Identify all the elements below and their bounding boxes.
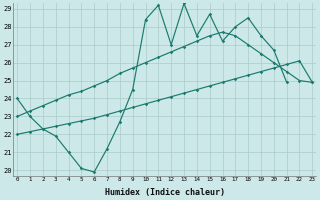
X-axis label: Humidex (Indice chaleur): Humidex (Indice chaleur) — [105, 188, 225, 197]
